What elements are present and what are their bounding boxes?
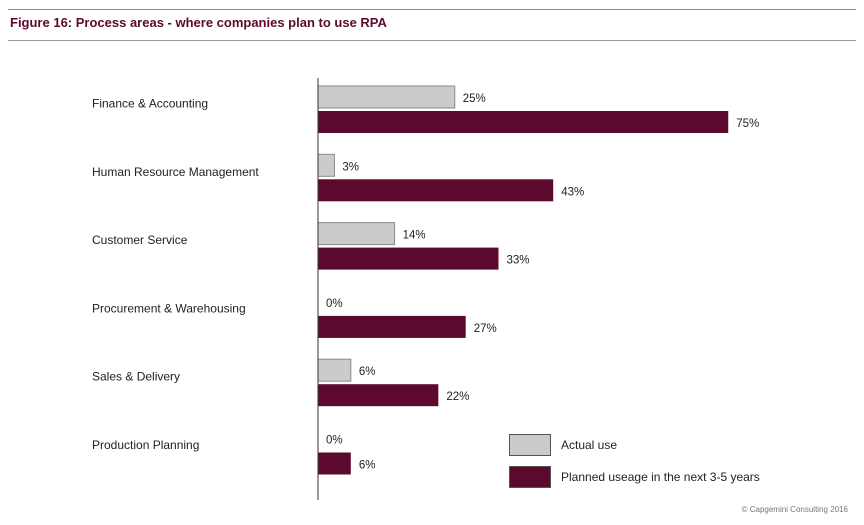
bar-planned [318,111,729,133]
category-label: Sales & Delivery [92,370,180,384]
top-rule [8,9,856,10]
data-label-planned: 33% [507,255,530,267]
data-label-planned: 22% [446,391,469,403]
data-label-actual: 0% [326,435,343,447]
bar-planned [318,452,351,475]
data-label-actual: 25% [463,93,486,105]
bar-planned [318,179,554,202]
data-label-actual: 6% [359,366,376,378]
bar-actual [317,358,352,382]
bar-planned [318,384,439,407]
data-label-actual: 14% [403,230,426,242]
data-label-planned: 43% [561,186,584,198]
legend-label-actual: Actual use [561,438,618,452]
figure-title: Figure 16: Process areas - where compani… [10,15,387,30]
category-label: Production Planning [92,438,199,452]
category-label: Human Resource Management [92,165,259,179]
data-label-planned: 27% [474,323,497,335]
category-label: Procurement & Warehousing [92,301,246,315]
title-rule [8,40,856,41]
bar-actual [317,85,456,109]
legend-swatch-planned [509,466,551,488]
legend-swatch-actual [509,434,551,456]
data-label-planned: 75% [736,118,759,130]
bar-actual [317,222,396,246]
bar-planned [318,315,466,338]
category-label: Finance & Accounting [92,97,208,111]
data-label-planned: 6% [359,460,376,472]
copyright-note: © Capgemini Consulting 2016 [741,505,848,514]
bar-actual [317,153,335,177]
data-label-actual: 3% [342,161,359,173]
legend-label-planned: Planned useage in the next 3-5 years [561,470,760,484]
category-label: Customer Service [92,233,188,247]
data-label-actual: 0% [326,298,343,310]
bar-planned [318,247,499,270]
